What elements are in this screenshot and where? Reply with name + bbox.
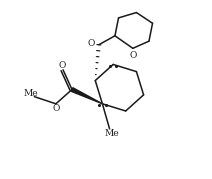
Text: O: O <box>52 104 60 113</box>
Text: O: O <box>88 39 95 48</box>
Text: O: O <box>59 61 66 70</box>
Text: Me: Me <box>104 129 119 138</box>
Polygon shape <box>71 88 102 104</box>
Text: O: O <box>129 51 137 60</box>
Text: Me: Me <box>24 89 38 98</box>
